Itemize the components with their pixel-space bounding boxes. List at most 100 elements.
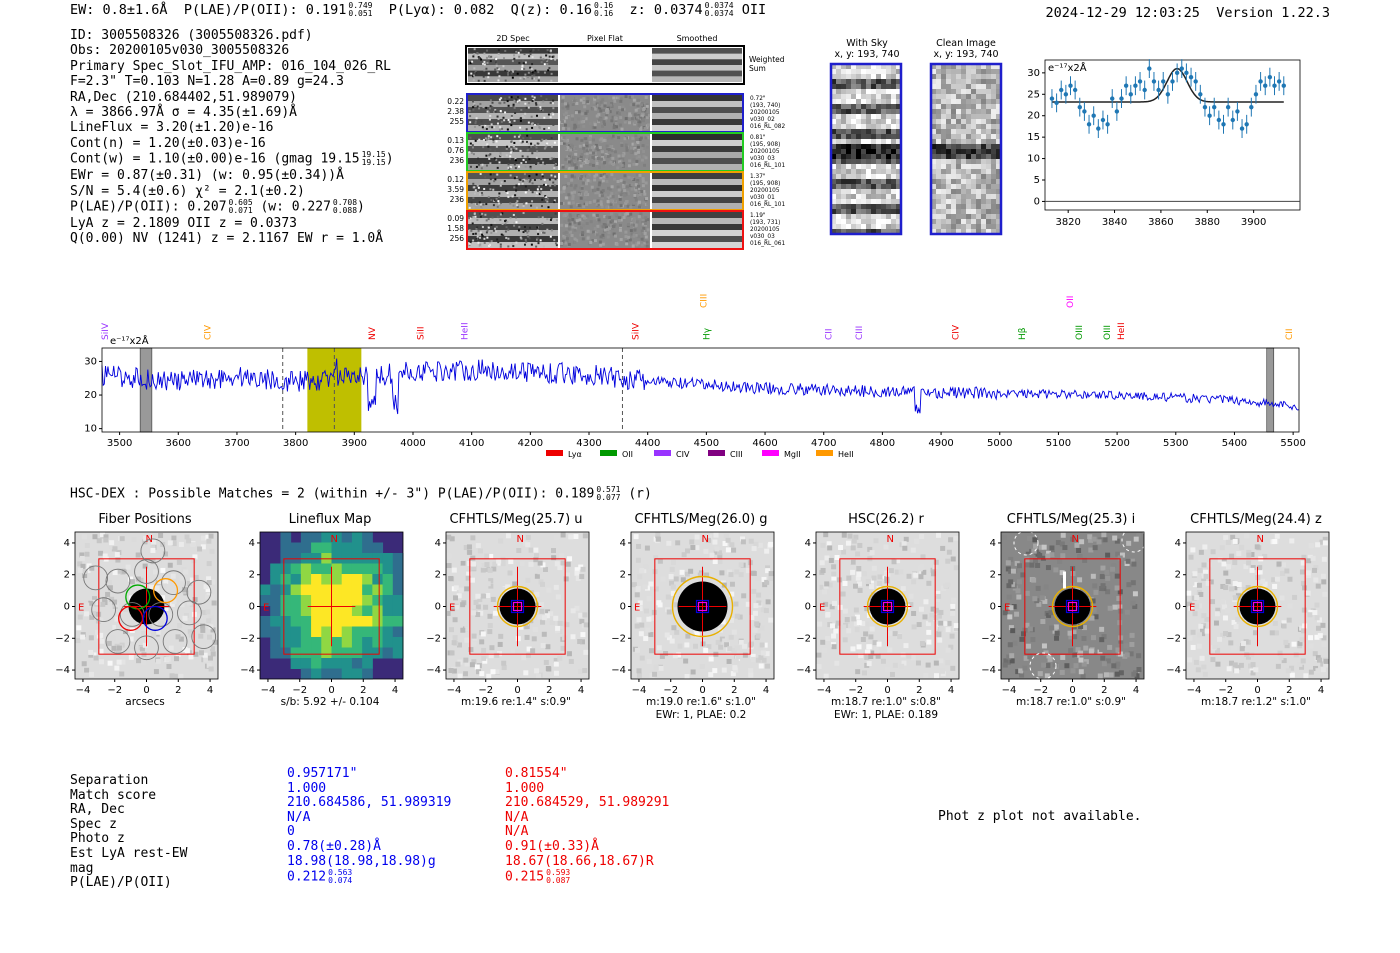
image-pixel [182, 615, 188, 621]
image-pixel [876, 214, 881, 219]
image-pixel [652, 671, 658, 677]
image-pixel [866, 74, 871, 79]
image-pixel [961, 204, 966, 209]
image-pixel [109, 540, 115, 546]
image-pixel [851, 124, 856, 129]
strip-band [652, 152, 742, 158]
image-pixel [961, 109, 966, 114]
pixel [592, 213, 596, 217]
pixel [549, 116, 552, 119]
image-pixel [896, 184, 901, 189]
image-pixel [936, 94, 941, 99]
pixel [574, 125, 578, 129]
image-pixel [1071, 630, 1077, 636]
pixel [589, 148, 593, 152]
pixel [592, 230, 596, 234]
pixel [644, 235, 648, 239]
pixel [472, 108, 475, 111]
image-pixel [1049, 545, 1055, 551]
image-pixel [519, 561, 525, 567]
pixel [508, 145, 511, 148]
flux-pixel [341, 605, 353, 617]
data-point [1054, 100, 1059, 106]
image-pixel [902, 545, 908, 551]
pixel [610, 226, 614, 230]
image-pixel [820, 567, 826, 573]
image-pixel [896, 109, 901, 114]
pixel [618, 160, 622, 164]
image-pixel [856, 119, 861, 124]
image-pixel [941, 209, 946, 214]
pixel [483, 237, 486, 240]
pixel [593, 174, 597, 178]
pixel [471, 144, 474, 147]
image-pixel [488, 578, 494, 584]
image-pixel [871, 194, 876, 199]
pixel [603, 122, 607, 126]
image-pixel [1032, 558, 1038, 564]
image-pixel [961, 199, 966, 204]
image-pixel [861, 209, 866, 214]
image-pixel [891, 174, 896, 179]
flux-pixel [341, 626, 353, 638]
image-pixel [1187, 657, 1193, 663]
pixel [634, 188, 638, 192]
flux-pixel [290, 658, 302, 669]
image-pixel [956, 189, 961, 194]
pixel [573, 163, 577, 167]
image-pixel [861, 229, 866, 234]
image-pixel [551, 555, 557, 561]
pixel [565, 212, 569, 216]
pixel [550, 188, 553, 191]
fiber-red [118, 605, 144, 631]
match-square-blue [695, 599, 710, 614]
legend-label: HeII [838, 450, 854, 459]
pixel [476, 226, 479, 229]
image-pixel [84, 667, 90, 673]
image-pixel [871, 184, 876, 189]
image-pixel [946, 219, 951, 224]
pixel [628, 238, 632, 242]
image-pixel [1189, 580, 1195, 586]
pixel [509, 155, 512, 158]
strip-band [652, 146, 742, 152]
image-pixel [971, 189, 976, 194]
image-pixel [648, 648, 654, 654]
pixel [564, 116, 568, 120]
image-pixel [956, 179, 961, 184]
pixel [605, 179, 609, 183]
pixel [540, 231, 543, 234]
pixel [543, 162, 546, 165]
flux-pixel [372, 616, 384, 627]
image-pixel [956, 209, 961, 214]
pixel [503, 119, 506, 122]
flux-pixel [382, 595, 394, 606]
image-pixel [729, 542, 735, 548]
flux-pixel [311, 563, 322, 575]
image-pixel [1229, 553, 1235, 559]
image-pixel [1208, 579, 1214, 585]
pixel [569, 148, 573, 152]
pixel [610, 199, 614, 203]
pixel [471, 146, 474, 149]
flux-pixel [270, 574, 281, 585]
masked-star [1121, 527, 1147, 553]
fiber-circle [91, 597, 116, 623]
pixel [502, 116, 505, 119]
image-pixel [1196, 632, 1202, 638]
info-fit: F=2.3" T=0.103 N=1.28 A=0.89 g=24.3 [70, 74, 344, 90]
image-pixel [1315, 583, 1321, 589]
image-pixel [175, 634, 181, 640]
image-pixel [577, 639, 583, 645]
image-pixel [946, 94, 951, 99]
image-pixel [1204, 616, 1210, 622]
x-tick-label: 4000 [400, 438, 425, 449]
image-pixel [666, 540, 672, 546]
image-pixel [951, 219, 956, 224]
image-pixel [917, 566, 923, 572]
strip-band [652, 101, 742, 107]
pixel [480, 167, 483, 170]
image-pixel [836, 224, 841, 229]
pixel [596, 191, 600, 195]
image-pixel [1039, 595, 1045, 601]
